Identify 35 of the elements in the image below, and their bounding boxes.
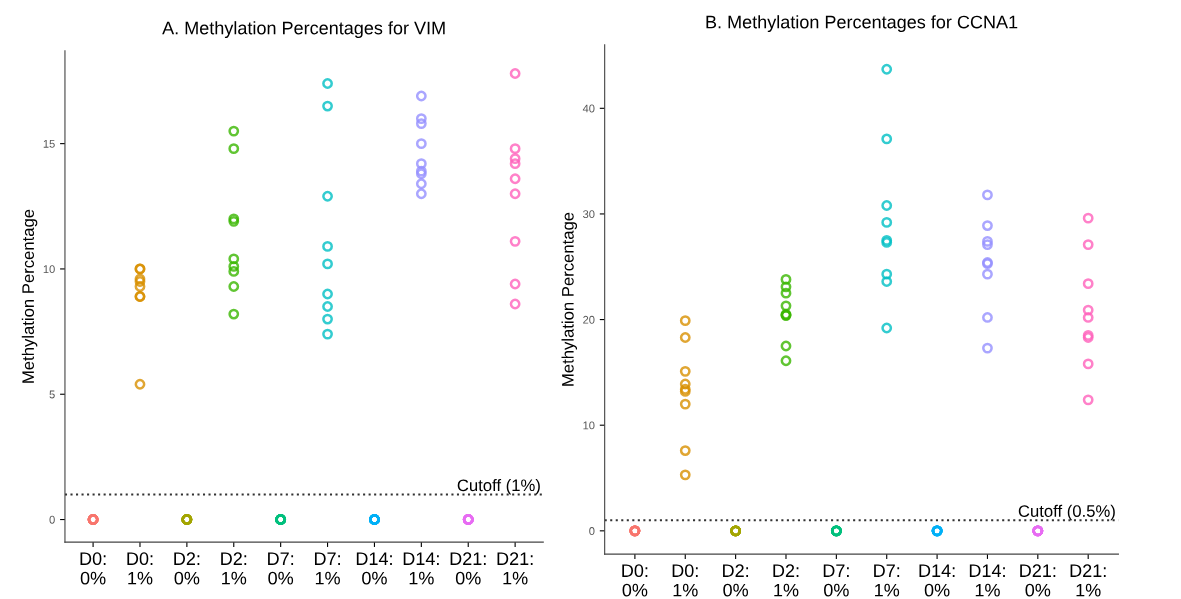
y-tick-label: 0 — [589, 527, 595, 535]
y-tick-label: 20 — [583, 315, 595, 324]
x-tick-label: D2: 1% — [221, 552, 247, 585]
y-axis-title: Methylation Percentage — [21, 209, 38, 383]
ref-line-label: Cutoff (0.5%) — [1018, 504, 1115, 521]
x-tick-label: D2: 1% — [773, 564, 799, 597]
y-tick-label: 10 — [43, 265, 55, 274]
x-tick-label: D21: 1% — [497, 552, 533, 585]
y-tick-label: 5 — [49, 390, 55, 399]
x-tick-label: D21: 1% — [1070, 564, 1106, 597]
y-tick-label: 0 — [49, 515, 55, 524]
x-tick-label: D7: 0% — [268, 552, 294, 585]
x-tick-label: D0: 1% — [672, 564, 698, 597]
x-tick-label: D0: 1% — [127, 552, 153, 585]
x-tick-label: D14: 1% — [403, 552, 439, 585]
y-tick-label: 30 — [583, 210, 595, 219]
x-tick-label: D0: 0% — [80, 552, 106, 585]
x-tick-label: D14: 0% — [919, 564, 955, 597]
x-tick-label: D21: 0% — [450, 552, 486, 585]
y-axis-title: Methylation Percentage — [561, 212, 578, 386]
chart-title: B. Methylation Percentages for CCNA1 — [706, 15, 1018, 32]
x-tick-label: D0: 0% — [622, 564, 648, 597]
ref-line-label: Cutoff (1%) — [457, 478, 540, 495]
y-tick-label: 10 — [583, 421, 595, 430]
x-tick-label: D2: 0% — [723, 564, 749, 597]
x-tick-label: D7: 1% — [874, 564, 900, 597]
chart-title: A. Methylation Percentages for VIM — [162, 21, 445, 38]
y-tick-label: 15 — [43, 140, 55, 148]
x-tick-label: D14: 0% — [356, 552, 392, 585]
x-tick-label: D14: 1% — [969, 564, 1005, 597]
x-tick-label: D21: 0% — [1020, 564, 1056, 597]
y-tick-label: 40 — [582, 104, 595, 113]
x-tick-label: D7: 0% — [823, 564, 849, 597]
x-tick-label: D2: 0% — [174, 552, 200, 585]
x-tick-label: D7: 1% — [314, 552, 340, 585]
